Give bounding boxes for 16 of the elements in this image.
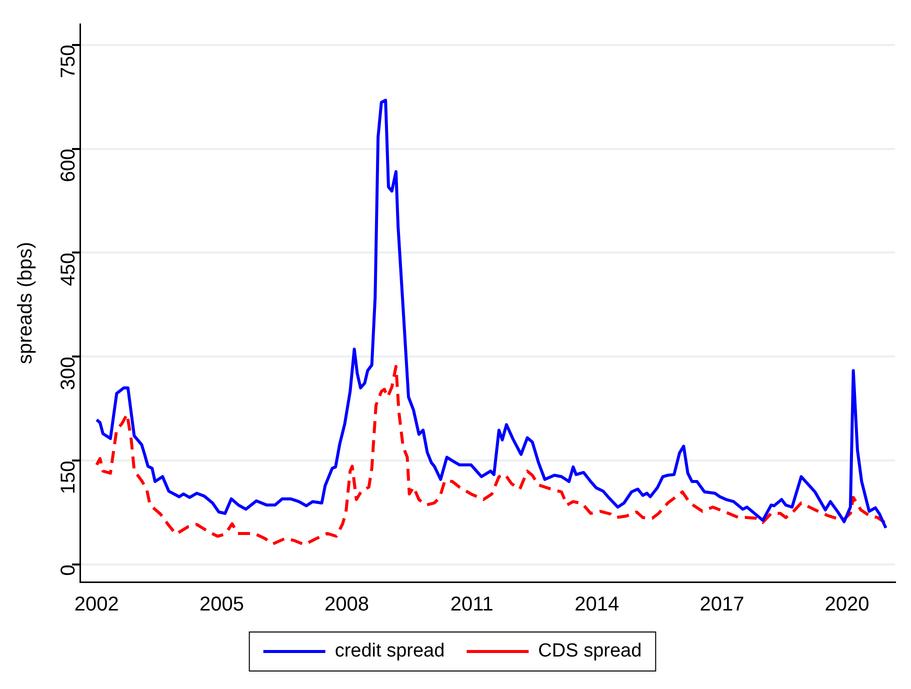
- y-tick-label: 750: [58, 44, 80, 78]
- x-tick-label: 2005: [199, 594, 244, 616]
- x-tick-label: 2014: [574, 594, 620, 616]
- y-axis-title: spreads (bps): [14, 242, 37, 364]
- x-tick-label: 2002: [74, 594, 119, 616]
- x-tick-label: 2017: [700, 594, 744, 616]
- y-tick-label: 0: [58, 564, 80, 576]
- x-tick-label: 2011: [450, 594, 494, 616]
- y-tick-label: 600: [58, 148, 80, 182]
- x-tick-label: 2020: [824, 594, 870, 616]
- x-tick-label: 2008: [324, 594, 370, 616]
- legend-label: credit spread: [334, 640, 445, 662]
- legend-label: CDS spread: [538, 640, 642, 662]
- y-tick-label: 300: [58, 356, 80, 390]
- y-tick-label: 150: [58, 460, 80, 494]
- y-tick-label: 450: [58, 252, 80, 286]
